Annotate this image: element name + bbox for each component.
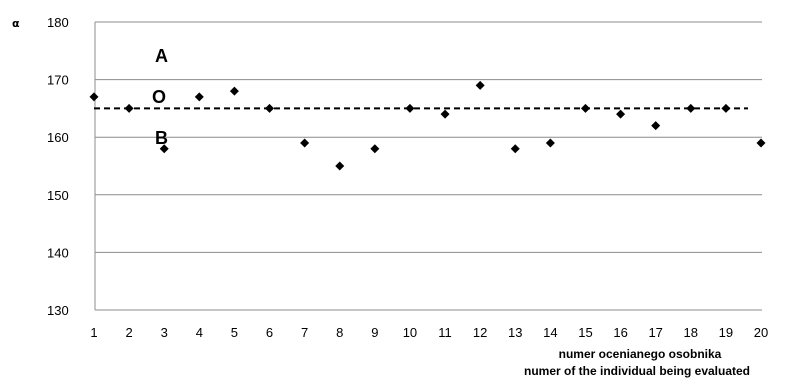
y-tick-label: 180	[47, 15, 69, 30]
y-tick-label: 130	[47, 303, 69, 318]
x-tick-label: 20	[754, 325, 768, 340]
data-point	[265, 103, 275, 113]
x-tick-label: 6	[266, 325, 273, 340]
data-point	[616, 109, 626, 119]
x-tick-label: 5	[231, 325, 238, 340]
x-tick-label: 11	[438, 325, 452, 340]
data-point	[335, 161, 345, 171]
x-tick-label: 17	[648, 325, 662, 340]
data-point	[510, 144, 520, 154]
x-tick-label: 7	[301, 325, 308, 340]
x-tick-label: 19	[719, 325, 733, 340]
data-point	[405, 103, 415, 113]
x-tick-label: 4	[196, 325, 203, 340]
x-axis-title-line-2: numer of the individual being evaluated	[524, 364, 750, 378]
y-tick-label: 160	[47, 130, 69, 145]
y-tick-label: 150	[47, 188, 69, 203]
y-axis-label: α	[12, 17, 20, 30]
data-point	[580, 103, 590, 113]
x-axis-title-line-1: numer ocenianego osobnika	[559, 347, 722, 361]
data-point	[440, 109, 450, 119]
data-point	[229, 86, 239, 96]
data-point	[300, 138, 310, 148]
x-tick-label: 16	[613, 325, 627, 340]
data-point	[159, 144, 169, 154]
y-tick-labels: 130 140 150 160 170 180	[47, 15, 69, 318]
zone-label-o: O	[152, 87, 166, 107]
data-point	[721, 103, 731, 113]
data-point	[124, 103, 134, 113]
data-point	[651, 121, 661, 131]
x-tick-label: 10	[403, 325, 417, 340]
data-point	[686, 103, 696, 113]
data-point	[545, 138, 555, 148]
x-tick-label: 2	[125, 325, 132, 340]
data-point	[89, 92, 99, 102]
gridlines	[95, 21, 762, 311]
x-tick-label: 3	[161, 325, 168, 340]
y-tick-label: 170	[47, 73, 69, 88]
data-point	[194, 92, 204, 102]
x-tick-label: 1	[90, 325, 97, 340]
x-tick-label: 18	[684, 325, 698, 340]
data-point	[475, 80, 485, 90]
y-tick-label: 140	[47, 245, 69, 260]
zone-label-a: A	[155, 46, 168, 66]
x-tick-label: 13	[508, 325, 522, 340]
x-tick-label: 14	[543, 325, 557, 340]
x-tick-labels: 1 2 3 4 5 6 7 8 9 10 11 12 13 14 15 16 17 18 19 20	[90, 325, 768, 340]
x-tick-label: 12	[473, 325, 487, 340]
x-tick-label: 9	[371, 325, 378, 340]
x-tick-label: 8	[336, 325, 343, 340]
x-tick-label: 15	[578, 325, 592, 340]
zone-label-b: B	[155, 128, 168, 148]
data-points	[89, 80, 766, 171]
data-point	[756, 138, 766, 148]
data-point	[370, 144, 380, 154]
